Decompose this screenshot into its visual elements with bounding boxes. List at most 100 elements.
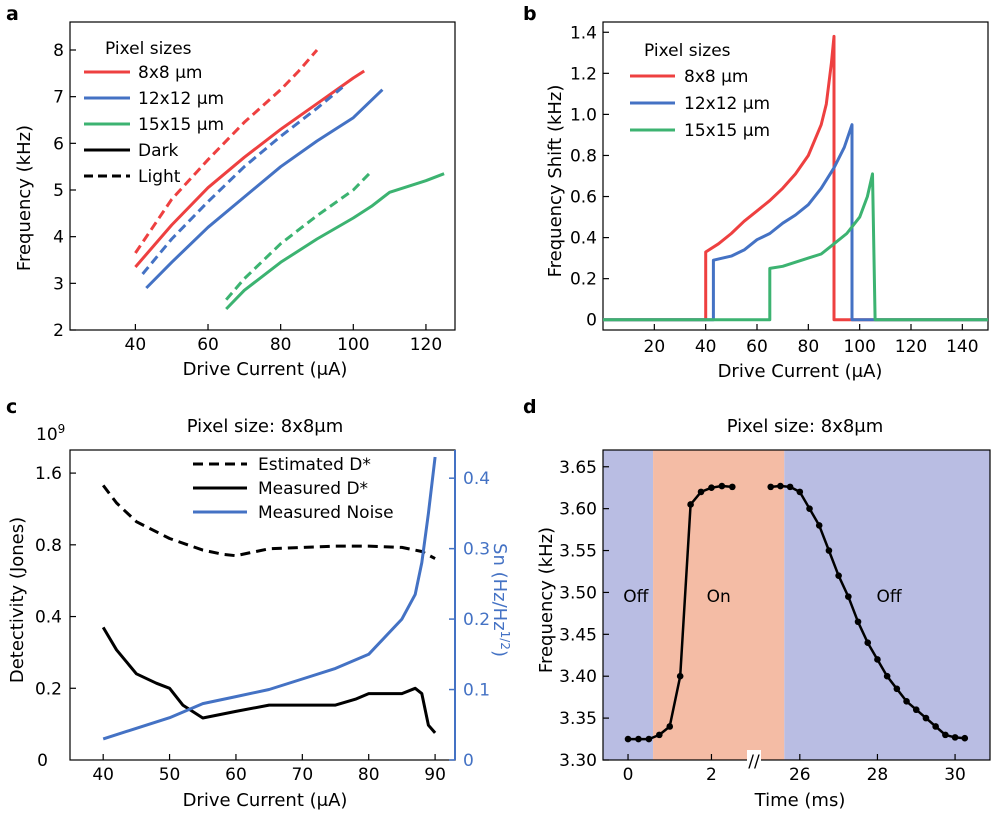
panel-d-ytick-label: 3.40 bbox=[559, 667, 597, 687]
panel-c-exponent: 109 bbox=[36, 422, 65, 445]
panel-c-xtick-label: 50 bbox=[159, 765, 181, 785]
panel-d-data-point bbox=[687, 501, 694, 508]
panel-d-data-point bbox=[656, 731, 663, 739]
panel-d-data-point bbox=[845, 593, 852, 600]
panel-c-ylabel: Detectivity (Jones) bbox=[7, 517, 28, 683]
panel-d-xtick-label: 0 bbox=[623, 765, 634, 785]
panel-a-ytick-label: 3 bbox=[53, 274, 64, 294]
panel-c-ytick-label: 0.2 bbox=[35, 679, 62, 699]
panel-d-data-point bbox=[912, 706, 920, 714]
panel-d-data-point bbox=[635, 735, 642, 743]
panel-c-ytick-label: 0.8 bbox=[35, 536, 62, 556]
panel-d-data-point bbox=[796, 488, 804, 496]
panel-d-data-point bbox=[676, 672, 684, 680]
panel-a-plot: 40 60 80 100 120 2 3 4 5 6 7 8 Pixel sizes 8x8 μm 12x1… bbox=[53, 21, 456, 355]
panel-d-ytick-label: 3.60 bbox=[559, 500, 597, 520]
panel-c-title: Pixel size: 8x8μm bbox=[187, 416, 344, 437]
panel-d-ylabel: Frequency (kHz) bbox=[536, 527, 557, 673]
panel-label-b: b bbox=[523, 3, 537, 25]
panel-a-ytick-label: 6 bbox=[53, 134, 64, 154]
panel-d-data-point bbox=[932, 723, 939, 730]
panel-c-y2tick-label: 0.3 bbox=[463, 540, 490, 560]
panel-d-region-off bbox=[784, 450, 990, 760]
panel-d-axis-break: // bbox=[748, 752, 760, 772]
panel-c-xtick-label: 40 bbox=[92, 765, 114, 785]
panel-d-data-point bbox=[922, 714, 930, 722]
panel-c-series-line bbox=[102, 456, 437, 741]
panel-c-xtick-label: 80 bbox=[358, 765, 380, 785]
panel-c-legend-label: Measured D* bbox=[258, 479, 368, 499]
panel-c-xtick-label: 90 bbox=[424, 765, 446, 785]
panel-c-y2tick-label: 0 bbox=[463, 751, 474, 771]
panel-b-ytick-label: 0.8 bbox=[570, 146, 597, 166]
panel-a-xtick-label: 100 bbox=[337, 335, 369, 355]
panel-d-title: Pixel size: 8x8μm bbox=[727, 416, 884, 437]
panel-d-data-point bbox=[883, 672, 891, 680]
panel-a-series-line bbox=[141, 86, 344, 275]
panel-c-ytick-label: 1.6 bbox=[35, 464, 62, 484]
panel-d-data-point bbox=[708, 484, 715, 492]
panel-d-xtick-label: 26 bbox=[789, 765, 811, 785]
panel-a-ytick-label: 4 bbox=[53, 228, 64, 248]
panel-b-ytick-label: 0.2 bbox=[570, 270, 597, 290]
panel-c-ytick-label: 0.4 bbox=[35, 608, 62, 628]
panel-b-series-line bbox=[603, 123, 988, 322]
panel-d-ytick-label: 3.35 bbox=[559, 709, 597, 729]
panel-d-xlabel: Time (ms) bbox=[754, 790, 846, 811]
panel-d-region-label: On bbox=[707, 587, 731, 607]
panel-d-data-point bbox=[874, 656, 881, 663]
panel-a-xtick-label: 120 bbox=[410, 335, 442, 355]
panel-b-xtick-label: 120 bbox=[895, 337, 927, 357]
panel-d-data-point bbox=[893, 685, 901, 693]
panel-a-legend-title: Pixel sizes bbox=[105, 39, 192, 59]
panel-c-xtick-label: 60 bbox=[225, 765, 247, 785]
panel-c-plot: 40 50 60 70 80 90 0.2 0.4 0.8 1.6 0 0 0.1 0.2 0.3 0.4 Es… bbox=[35, 449, 490, 785]
panel-a-legend-label: 12x12 μm bbox=[138, 89, 224, 109]
panel-b-ytick-label: 0.4 bbox=[570, 229, 597, 249]
panel-label-a: a bbox=[6, 3, 19, 25]
panel-b-ytick-label: 1.2 bbox=[570, 64, 597, 84]
panel-d-ytick-label: 3.50 bbox=[559, 583, 597, 603]
panel-d-data-point bbox=[645, 735, 653, 743]
panel-label-d: d bbox=[523, 396, 537, 418]
panel-d-region-label: Off bbox=[623, 587, 649, 607]
panel-b-legend-label: 12x12 μm bbox=[684, 94, 770, 114]
panel-c-ytick-label-zero: 0 bbox=[37, 751, 48, 771]
panel-d-data-point bbox=[825, 547, 833, 554]
panel-b-ytick-label: 0.6 bbox=[570, 188, 597, 208]
panel-a-ytick-label: 5 bbox=[53, 181, 64, 201]
panel-c-y2tick-label: 0.4 bbox=[463, 469, 490, 489]
panel-b-ytick-label: 0 bbox=[586, 311, 597, 331]
panel-d-data-point bbox=[961, 734, 969, 742]
panel-d-data-point bbox=[767, 483, 775, 491]
panel-a-ylabel: Frequency (kHz) bbox=[14, 125, 35, 271]
panel-b-series-line bbox=[603, 34, 988, 322]
panel-a-legend-label: 15x15 μm bbox=[138, 115, 224, 135]
panel-d-data-point bbox=[951, 734, 959, 741]
panel-a-ytick-label: 8 bbox=[53, 41, 64, 61]
panel-d-xtick-label: 30 bbox=[944, 765, 966, 785]
panel-d-ytick-label: 3.65 bbox=[559, 458, 597, 478]
panel-d-data-point bbox=[806, 505, 813, 512]
panel-c-xtick-label: 70 bbox=[292, 765, 314, 785]
panel-a-xtick-label: 60 bbox=[197, 335, 219, 355]
panel-d-ytick-label: 3.45 bbox=[559, 625, 597, 645]
panel-b-xlabel: Drive Current (μA) bbox=[718, 361, 883, 382]
panel-d-frame bbox=[602, 449, 991, 761]
panel-d-data-point bbox=[666, 723, 674, 730]
panel-label-c: c bbox=[6, 396, 17, 418]
panel-b-xtick-label: 40 bbox=[695, 337, 717, 357]
panel-b-plot: 20 40 60 80 100 120 140 0 0.2 0.4 0.6 0.8 1.0 1.2 1.4 P… bbox=[570, 21, 989, 357]
panel-b-xtick-label: 100 bbox=[843, 337, 875, 357]
panel-d-ytick-label: 3.55 bbox=[559, 542, 597, 562]
panel-d-plot: 0 2 26 28 30 // 3.30 3.35 3.40 3.45 3.50 3.55 3.60 3.… bbox=[559, 449, 991, 785]
panel-c-xlabel: Drive Current (μA) bbox=[183, 790, 348, 811]
panel-d-xtick-label: 2 bbox=[706, 765, 717, 785]
panel-c-y2label: Sn (Hz/Hz1/2) bbox=[489, 543, 512, 657]
panel-d-region-label: Off bbox=[877, 587, 903, 607]
panel-a-series-line bbox=[145, 88, 384, 290]
panel-d-data-point bbox=[624, 735, 632, 743]
panel-a-series-line bbox=[134, 49, 319, 254]
panel-a-frame bbox=[69, 21, 456, 331]
